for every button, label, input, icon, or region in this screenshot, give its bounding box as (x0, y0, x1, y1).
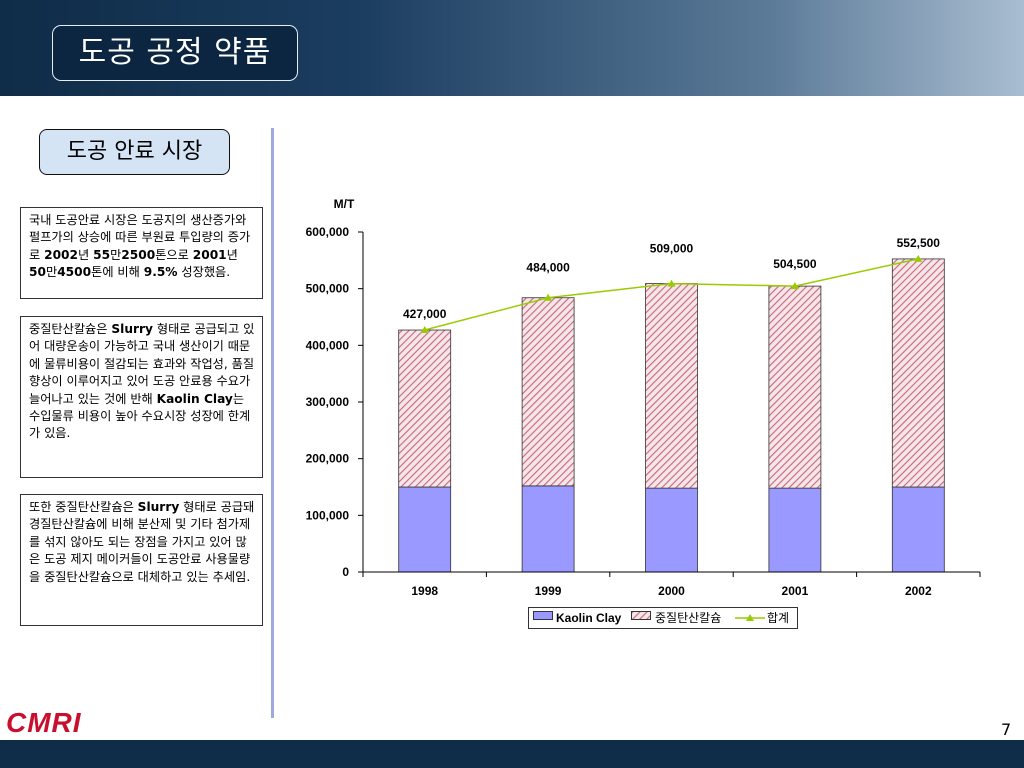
text-run: 성장했음. (177, 265, 231, 280)
y-tick-label: 600,000 (306, 225, 350, 239)
text-run: 만 (110, 247, 122, 262)
text-run: 만 (45, 265, 58, 280)
total-point-2002 (914, 254, 923, 262)
bar-kaolin-2000 (645, 487, 698, 573)
section-label: 도공 안료 시장 (39, 129, 230, 175)
data-label-2002: 552,500 (897, 236, 941, 250)
text-run: 9.5% (143, 265, 178, 280)
text-run: 는 수입물류 비용이 높아 수요시장 성장에 한계가 있음. (29, 391, 251, 441)
x-tick-label-2002: 2002 (905, 584, 932, 598)
y-tick-label: 400,000 (306, 338, 350, 352)
legend-swatch-kaolin (533, 611, 553, 620)
slide-title: 도공 공정 약품 (52, 25, 298, 81)
y-axis-unit-label: M/T (334, 197, 355, 211)
stacked-bar-chart: M/T 0 100,000 200,000 300,000 400,000 500,000… (306, 197, 981, 598)
text-run: 2500 (121, 247, 156, 262)
legend-swatch-total (735, 614, 765, 621)
bar-gcc-1999 (521, 297, 575, 487)
text-run: 년 (226, 247, 238, 262)
x-tick-label-2000: 2000 (658, 584, 685, 598)
y-tick-label: 300,000 (306, 395, 350, 409)
text-run: 국내 도공안료 시장은 도공지의 생산증가와 펄프가의 상승에 따른 부원료 투… (29, 213, 251, 262)
total-point-1999 (544, 293, 553, 301)
text-run: Slurry (137, 500, 180, 514)
text-run: 55 (93, 247, 111, 262)
y-tick-label: 100,000 (306, 508, 350, 522)
page-number: 7 (1001, 720, 1012, 739)
x-tick-label-1999: 1999 (535, 584, 562, 598)
data-label-1998: 427,000 (403, 307, 447, 321)
x-tick-label-1998: 1998 (411, 584, 438, 598)
text-run: 톤에 비해 (91, 265, 144, 280)
vertical-divider (271, 128, 274, 718)
total-point-2000 (667, 279, 676, 287)
text-run: 50 (29, 265, 46, 280)
text-run: 톤으로 (155, 247, 193, 262)
legend-swatch-gcc (631, 611, 651, 620)
y-tick-label: 200,000 (306, 452, 350, 466)
total-point-2001 (790, 282, 799, 290)
text-run: 형태로 공급되고 있어 대량운송이 가능하고 국내 생산이기 때문에 물류비용이… (29, 322, 255, 406)
text-block-gcc-advantage: 중질탄산칼슘은 Slurry 형태로 공급되고 있어 대량운송이 가능하고 국내… (20, 316, 263, 478)
bar-gcc-1998 (398, 329, 452, 488)
text-run: Kaolin Clay (156, 391, 233, 406)
text-block-market-growth: 국내 도공안료 시장은 도공지의 생산증가와 펄프가의 상승에 따른 부원료 투… (20, 207, 263, 299)
bar-kaolin-1999 (521, 485, 575, 573)
legend-label-kaolin: Kaolin Clay (556, 611, 622, 625)
text-run: 2001 (192, 247, 227, 262)
bar-gcc-2001 (768, 285, 822, 489)
chart-legend: Kaolin Clay 중질탄산칼슘 합계 (528, 607, 798, 629)
text-run: 형태로 공급돼 경질탄산칼슘에 비해 분산제 및 기타 첨가제를 섞지 않아도 … (29, 500, 255, 584)
x-tick-label-2001: 2001 (782, 584, 809, 598)
text-run: 4500 (57, 265, 92, 280)
legend-label-gcc: 중질탄산칼슘 (655, 611, 722, 625)
bar-kaolin-2001 (768, 487, 822, 573)
y-tick-label: 0 (342, 565, 349, 579)
y-tick-label: 500,000 (306, 282, 350, 296)
text-run: 년 (78, 247, 94, 262)
text-block-gcc-substitution: 또한 중질탄산칼슘은 Slurry 형태로 공급돼 경질탄산칼슘에 비해 분산제… (20, 494, 263, 626)
bar-gcc-2002 (891, 258, 945, 488)
total-point-1998 (420, 326, 429, 334)
data-label-2001: 504,500 (773, 257, 817, 271)
text-run: 2002 (44, 247, 79, 262)
header-bar: 도공 공정 약품 (0, 0, 1024, 96)
footer-bar (0, 740, 1024, 768)
text-run: 또한 중질탄산칼슘은 (29, 500, 138, 514)
legend-label-total: 합계 (767, 611, 790, 625)
data-label-1999: 484,000 (526, 261, 570, 275)
text-run: Slurry (111, 322, 153, 336)
bar-kaolin-1998 (398, 486, 452, 573)
bar-gcc-2000 (645, 283, 698, 489)
data-label-2000: 509,000 (650, 242, 694, 256)
bar-kaolin-2002 (891, 486, 945, 573)
text-run: 중질탄산칼슘은 (29, 322, 112, 336)
cmri-logo: CMRI (6, 707, 82, 738)
